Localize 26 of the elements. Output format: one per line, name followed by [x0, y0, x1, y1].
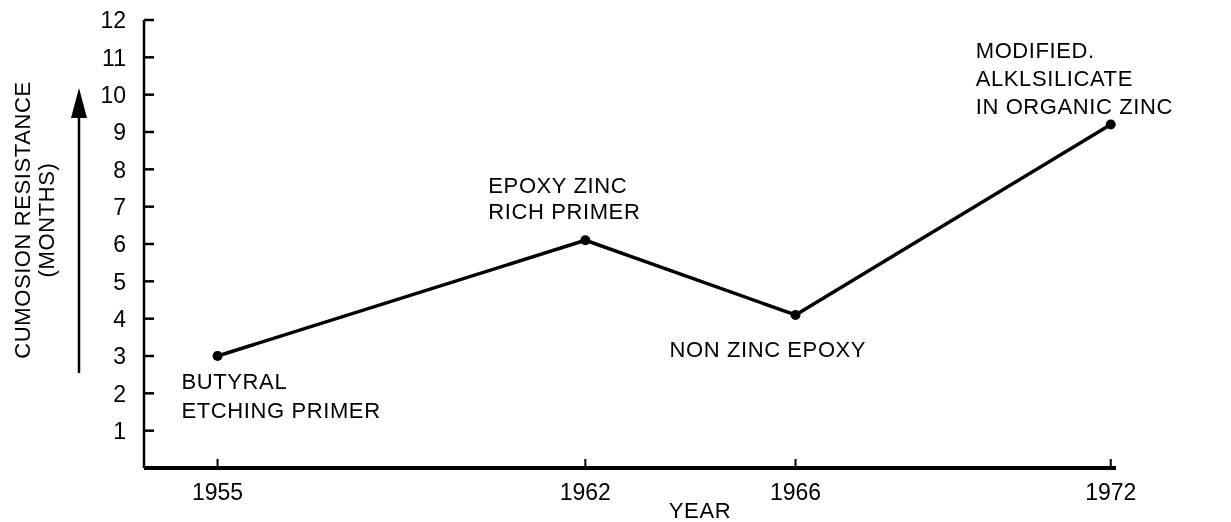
- annotation: MODIFIED. ALKLSILICATE IN ORGANIC ZINC: [975, 37, 1173, 119]
- y-tick-label: 2: [113, 380, 126, 407]
- point: [790, 309, 801, 320]
- y-tick-label: 6: [113, 231, 126, 258]
- y-tick-label: 9: [113, 119, 126, 146]
- y-tick-label: 3: [113, 343, 126, 370]
- y-tick-label: 11: [102, 44, 126, 71]
- y-tick-label: 10: [100, 81, 126, 108]
- y-tick-label: 7: [113, 193, 126, 220]
- x-tick-label: 1962: [559, 479, 611, 505]
- x-axis-title: YEAR: [668, 498, 732, 522]
- x-tick-label: 1955: [191, 479, 244, 505]
- y-tick-label: 4: [113, 305, 127, 332]
- y-tick-label: 1: [113, 417, 126, 444]
- y-tick-label: 8: [113, 156, 126, 183]
- y-axis-title: CUMOSION RESISTANCE (MONTHS): [10, 81, 59, 359]
- annotation: NON ZINC EPOXY: [669, 336, 867, 362]
- point: [212, 351, 223, 361]
- point: [580, 235, 591, 246]
- annotation: EPOXY ZINC RICH PRIMER: [488, 173, 641, 225]
- y-tick-label: 5: [113, 268, 126, 295]
- point: [1105, 119, 1116, 130]
- x-tick-label: 1966: [769, 479, 822, 505]
- annotation: BUTYRAL ETCHING PRIMER: [181, 369, 381, 423]
- x-tick-label: 1972: [1085, 479, 1137, 505]
- y-tick-label: 12: [100, 7, 126, 34]
